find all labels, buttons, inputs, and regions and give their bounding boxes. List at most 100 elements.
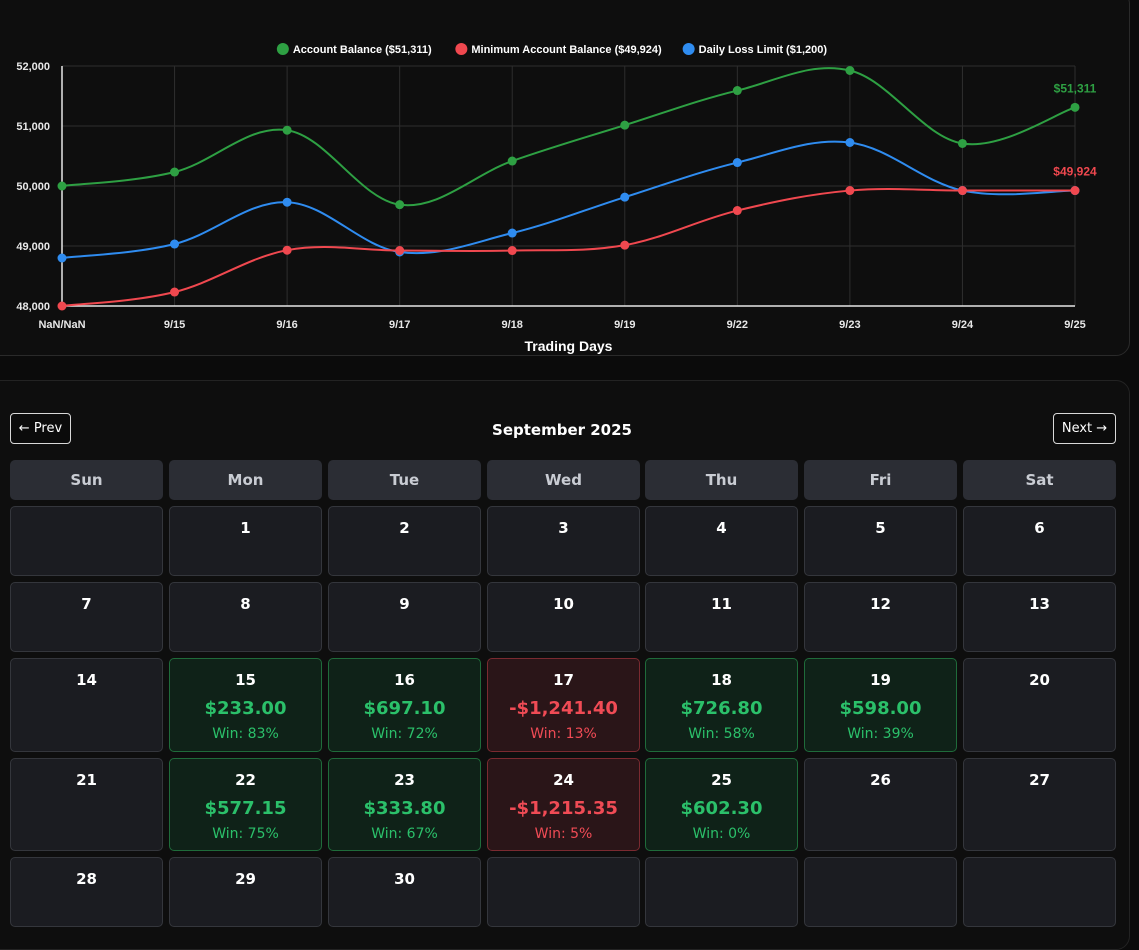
data-point: [282, 245, 292, 255]
calendar-day-cell[interactable]: 25 $602.30 Win: 0%: [645, 758, 798, 851]
calendar-day-cell[interactable]: 6: [963, 506, 1116, 576]
data-point: [620, 192, 630, 202]
day-number: 12: [870, 595, 891, 613]
x-tick-label: 9/24: [952, 319, 974, 331]
day-number: 2: [399, 519, 410, 537]
x-tick-label: 9/25: [1064, 319, 1085, 331]
data-point: [507, 246, 517, 256]
day-number: 23: [394, 771, 415, 789]
prev-month-button[interactable]: ← Prev: [10, 413, 71, 444]
day-number: 30: [394, 870, 415, 888]
data-point: [57, 301, 67, 311]
chart-panel: [0, 0, 1130, 356]
day-number: 6: [1034, 519, 1045, 537]
day-pnl: $577.15: [204, 798, 287, 819]
day-number: 22: [235, 771, 256, 789]
day-win-rate: Win: 58%: [688, 726, 755, 742]
data-point: [1070, 186, 1080, 196]
data-point: [395, 246, 405, 256]
weekday-header: Thu: [645, 460, 798, 500]
weekday-header: Sun: [10, 460, 163, 500]
calendar-day-cell[interactable]: 8: [169, 582, 322, 652]
day-pnl: $233.00: [204, 698, 287, 719]
calendar-day-cell[interactable]: [645, 857, 798, 927]
calendar-day-cell[interactable]: 14: [10, 658, 163, 752]
data-point: [507, 156, 517, 166]
calendar-day-cell[interactable]: 13: [963, 582, 1116, 652]
calendar-day-cell[interactable]: 24 -$1,215.35 Win: 5%: [487, 758, 640, 851]
data-point: [845, 138, 855, 147]
end-value-label: $51,311: [1054, 81, 1097, 95]
calendar-day-cell[interactable]: 11: [645, 582, 798, 652]
day-pnl: $697.10: [363, 698, 446, 719]
series-line: [61, 67, 1076, 207]
weekday-header: Fri: [804, 460, 957, 500]
data-point: [282, 197, 292, 207]
day-win-rate: Win: 39%: [847, 726, 914, 742]
x-axis-title: Trading Days: [525, 338, 613, 354]
legend-marker: [276, 43, 289, 55]
data-point: [170, 167, 180, 177]
calendar-day-cell[interactable]: 12: [804, 582, 957, 652]
weekday-header: Sat: [963, 460, 1116, 500]
calendar-day-cell[interactable]: 5: [804, 506, 957, 576]
calendar-day-cell[interactable]: 9: [328, 582, 481, 652]
calendar-day-cell[interactable]: 30: [328, 857, 481, 927]
end-value-label: $49,924: [1053, 165, 1097, 179]
calendar-day-cell[interactable]: 10: [487, 582, 640, 652]
day-win-rate: Win: 0%: [692, 826, 751, 842]
calendar-day-cell[interactable]: 23 $333.80 Win: 67%: [328, 758, 481, 851]
calendar-day-cell[interactable]: 28: [10, 857, 163, 927]
calendar-day-cell[interactable]: [487, 857, 640, 927]
calendar-day-cell[interactable]: [963, 857, 1116, 927]
y-tick-label: 51,000: [16, 121, 50, 133]
data-point: [845, 186, 855, 196]
calendar-day-cell[interactable]: 18 $726.80 Win: 58%: [645, 658, 798, 752]
day-number: 29: [235, 870, 256, 888]
data-point: [957, 186, 967, 196]
calendar-day-cell[interactable]: [10, 506, 163, 576]
calendar-day-cell[interactable]: [804, 857, 957, 927]
calendar-day-cell[interactable]: 1: [169, 506, 322, 576]
calendar-day-cell[interactable]: 4: [645, 506, 798, 576]
day-number: 8: [240, 595, 251, 613]
data-point: [732, 206, 742, 216]
data-point: [732, 158, 742, 168]
calendar-day-cell[interactable]: 7: [10, 582, 163, 652]
day-win-rate: Win: 13%: [530, 726, 597, 742]
calendar-day-cell[interactable]: 22 $577.15 Win: 75%: [169, 758, 322, 851]
day-pnl: -$1,215.35: [509, 798, 618, 819]
x-tick-label: 9/17: [389, 319, 410, 331]
day-win-rate: Win: 67%: [371, 826, 438, 842]
calendar-day-cell[interactable]: 26: [804, 758, 957, 851]
calendar-day-cell[interactable]: 2: [328, 506, 481, 576]
x-tick-label: 9/23: [839, 319, 860, 331]
calendar-day-cell[interactable]: 19 $598.00 Win: 39%: [804, 658, 957, 752]
legend-label: Account Balance ($51,311): [293, 44, 432, 56]
day-number: 28: [76, 870, 97, 888]
data-point: [845, 66, 855, 75]
calendar-day-cell[interactable]: 21: [10, 758, 163, 851]
day-number: 17: [553, 671, 574, 689]
calendar-day-cell[interactable]: 29: [169, 857, 322, 927]
x-tick-label: 9/16: [276, 319, 297, 331]
day-number: 27: [1029, 771, 1050, 789]
x-tick-label: 9/15: [164, 319, 185, 331]
day-number: 18: [711, 671, 732, 689]
calendar-day-cell[interactable]: 16 $697.10 Win: 72%: [328, 658, 481, 752]
weekday-header: Wed: [487, 460, 640, 500]
day-number: 16: [394, 671, 415, 689]
y-tick-label: 49,000: [16, 241, 50, 253]
day-number: 4: [716, 519, 727, 537]
next-month-button[interactable]: Next →: [1053, 413, 1116, 444]
calendar-day-cell[interactable]: 27: [963, 758, 1116, 851]
calendar-day-cell[interactable]: 15 $233.00 Win: 83%: [169, 658, 322, 752]
calendar-day-cell[interactable]: 20: [963, 658, 1116, 752]
calendar-day-cell[interactable]: 17 -$1,241.40 Win: 13%: [487, 658, 640, 752]
day-number: 26: [870, 771, 891, 789]
day-number: 15: [235, 671, 256, 689]
data-point: [282, 125, 292, 135]
calendar-day-cell[interactable]: 3: [487, 506, 640, 576]
data-point: [170, 239, 180, 249]
day-number: 14: [76, 671, 97, 689]
